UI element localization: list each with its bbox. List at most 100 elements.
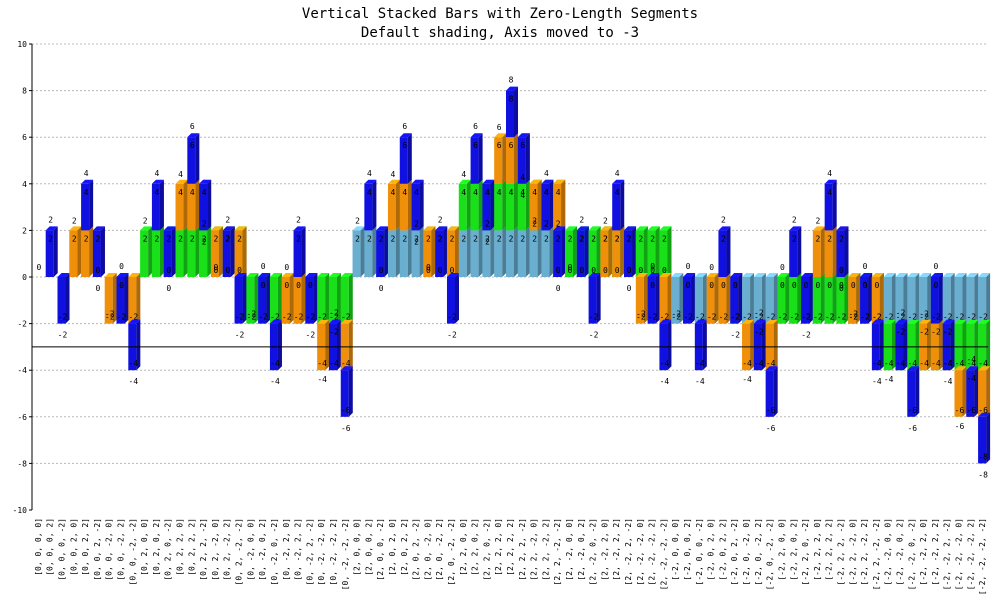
- data-label: 4: [155, 188, 160, 197]
- data-label: 0: [237, 266, 242, 275]
- data-label: 2: [615, 234, 620, 243]
- bar-segment: [116, 273, 129, 324]
- data-label: -2: [282, 313, 292, 322]
- data-label: 2: [485, 234, 490, 243]
- data-label: 2: [225, 234, 230, 243]
- data-label: 0: [450, 266, 455, 275]
- data-label: 0: [296, 281, 301, 290]
- data-label: 2: [155, 234, 160, 243]
- data-label: 0: [591, 266, 596, 275]
- data-label: -2: [848, 313, 858, 322]
- data-label: -2: [801, 331, 811, 340]
- data-label: -2: [317, 313, 327, 322]
- data-label: -4: [742, 359, 752, 368]
- bar-segment: [812, 226, 825, 277]
- data-label: 0: [438, 266, 443, 275]
- data-label: 2: [214, 234, 219, 243]
- data-label: -2: [872, 313, 882, 322]
- data-label: 0: [308, 281, 313, 290]
- data-label: 4: [520, 191, 525, 200]
- bar-segment: [930, 273, 943, 324]
- data-label: -4: [317, 375, 327, 384]
- data-label: -2: [329, 313, 339, 322]
- category-label: [2, 2, -2, -2]: [553, 518, 562, 585]
- data-label: 0: [827, 281, 832, 290]
- data-label: -2: [329, 309, 339, 318]
- data-label: -2: [589, 313, 599, 322]
- data-label: 2: [379, 234, 384, 243]
- data-label: -2: [896, 309, 906, 318]
- data-label: 2: [426, 234, 431, 243]
- bar-segment: [423, 226, 436, 277]
- data-label: 2: [721, 234, 726, 243]
- data-label: 8: [509, 76, 514, 85]
- category-label: [0, -2, 0, -2]: [270, 518, 279, 585]
- data-label: 4: [414, 188, 419, 197]
- data-label: 2: [603, 216, 608, 225]
- data-label: 2: [579, 234, 584, 243]
- bar-segment: [541, 179, 554, 231]
- data-label: 4: [509, 188, 514, 197]
- bar-segment: [883, 273, 896, 324]
- data-label: 2: [556, 219, 561, 228]
- data-label: -2: [931, 313, 941, 322]
- data-label: -2: [943, 313, 953, 322]
- data-label: -4: [872, 359, 882, 368]
- data-label: -2: [636, 310, 646, 319]
- data-label: 0: [686, 262, 691, 271]
- category-label: [2, -2, -2, -2]: [659, 518, 668, 590]
- data-label: 2: [84, 234, 89, 243]
- data-label: 4: [367, 188, 372, 197]
- category-label: [0, -2, 2, -2]: [305, 518, 314, 585]
- data-label: 2: [72, 234, 77, 243]
- data-label: 2: [461, 234, 466, 243]
- data-label: -4: [329, 359, 339, 368]
- data-label: 0: [733, 281, 738, 290]
- data-label: 2: [721, 215, 726, 224]
- bar-segment: [966, 366, 979, 417]
- data-label: 0: [556, 266, 561, 275]
- data-label: 0: [686, 281, 691, 290]
- category-label: [-2, -2, 2, 0]: [919, 518, 928, 585]
- data-label: 0: [95, 266, 100, 275]
- bar-segment: [529, 179, 542, 231]
- data-label: -2: [671, 310, 681, 319]
- bar-segment: [163, 226, 176, 277]
- category-label: [2, 0, 0, -2]: [376, 518, 385, 581]
- data-label: -4: [884, 375, 894, 384]
- chart-subtitle: Default shading, Axis moved to -3: [361, 25, 639, 41]
- category-label: [-2, 2, 0, 0]: [777, 518, 786, 581]
- data-label: -2: [931, 328, 941, 337]
- bar-segment: [671, 273, 684, 324]
- data-label: 6: [190, 122, 195, 131]
- data-label: 0: [426, 266, 431, 275]
- data-label: 4: [544, 188, 549, 197]
- bar-segment: [140, 226, 153, 277]
- bar-segment: [187, 133, 200, 184]
- data-label: -4: [966, 359, 976, 368]
- data-label: -2: [766, 313, 776, 322]
- data-label: 4: [544, 169, 549, 178]
- bar-segment: [683, 273, 696, 324]
- data-label: -4: [978, 359, 988, 368]
- bar-segment: [364, 179, 377, 231]
- data-label: 4: [532, 188, 537, 197]
- data-label: -6: [766, 406, 776, 415]
- data-label: -6: [955, 422, 965, 431]
- bar-segment: [246, 273, 259, 324]
- data-label: 0: [568, 266, 573, 275]
- data-label: 0: [839, 266, 844, 275]
- category-label: [2, 0, 0, 2]: [364, 518, 373, 576]
- data-label: -6: [978, 406, 988, 415]
- bar-segment: [564, 226, 578, 277]
- data-label: 2: [391, 234, 396, 243]
- data-label: 0: [650, 281, 655, 290]
- bar-segment: [317, 273, 330, 324]
- data-label: 0: [119, 262, 124, 271]
- data-label: -2: [636, 313, 646, 322]
- bar-segment: [612, 179, 625, 231]
- data-label: 2: [638, 234, 643, 243]
- data-label: 0: [863, 262, 868, 271]
- data-label: -6: [955, 406, 965, 415]
- data-label: 6: [402, 141, 407, 150]
